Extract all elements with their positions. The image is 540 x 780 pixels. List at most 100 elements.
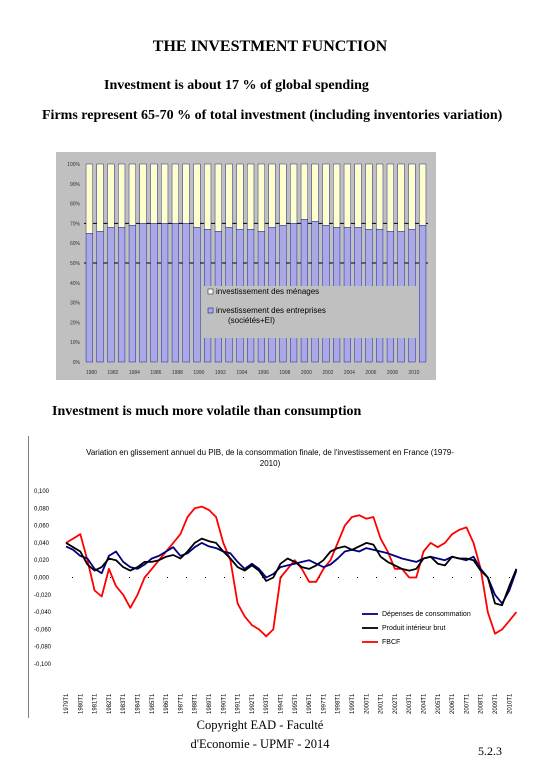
bar-households xyxy=(171,163,179,224)
footer-line-2: d'Economie - UPMF - 2014 xyxy=(190,737,330,751)
bar-households xyxy=(150,163,158,224)
bar-y-tick-label: 70% xyxy=(70,221,81,227)
firms-share-text: Firms represent 65-70 % of total investm… xyxy=(42,108,503,123)
line-x-tick-label: 1997T1 xyxy=(321,693,327,714)
bar-firms xyxy=(150,223,158,363)
bar-y-tick-label: 100% xyxy=(67,162,80,168)
line-x-tick-label: 2004T1 xyxy=(421,693,427,714)
line-y-tick-label: 0,040 xyxy=(34,541,50,547)
bar-households xyxy=(268,163,276,228)
bar-firms xyxy=(161,223,169,363)
line-x-tick-label: 2010T1 xyxy=(507,693,513,714)
line-x-tick-label: 2006T1 xyxy=(450,693,456,714)
bar-y-tick-label: 20% xyxy=(70,320,81,326)
bar-firms xyxy=(419,225,427,363)
bar-x-tick-label: 2010 xyxy=(408,370,419,376)
line-x-tick-label: 1986T1 xyxy=(164,693,170,714)
bar-firms xyxy=(182,223,190,363)
line-x-tick-label: 1995T1 xyxy=(293,693,299,714)
line-x-tick-label: 2005T1 xyxy=(436,693,442,714)
bar-households xyxy=(311,163,319,222)
bar-x-tick-label: 2006 xyxy=(365,370,376,376)
line-x-tick-label: 1999T1 xyxy=(350,693,356,714)
bar-households xyxy=(365,163,373,230)
bar-households xyxy=(322,163,330,226)
bar-households xyxy=(376,163,384,230)
legend-firms-swatch xyxy=(207,307,214,314)
bar-x-tick-label: 1998 xyxy=(279,370,290,376)
line-y-tick-label: -0,080 xyxy=(34,645,52,651)
bar-households xyxy=(279,163,287,226)
stacked-bar-chart: 0% 10% 20% 30% 40% 50% 60% 70% 80% 90% 100% 1980 19… xyxy=(56,152,436,380)
line-y-tick-label: -0,060 xyxy=(34,627,52,633)
legend-households-swatch xyxy=(207,288,214,295)
bar-x-tick-label: 2002 xyxy=(322,370,333,376)
bar-firms xyxy=(118,227,126,363)
line-x-tick-label: 1979T1 xyxy=(64,693,70,714)
bar-y-tick-label: 40% xyxy=(70,281,81,287)
bar-households xyxy=(96,163,104,232)
page-number: 5.2.3 xyxy=(478,744,502,758)
line-x-tick-label: 1991T1 xyxy=(236,693,242,714)
bar-households xyxy=(343,163,351,228)
bar-x-tick-label: 1982 xyxy=(107,370,118,376)
line-chart: Variation en glissement annuel du PIB, d… xyxy=(28,436,518,718)
line-x-tick-label: 1983T1 xyxy=(121,693,127,714)
bar-households xyxy=(118,163,126,228)
line-y-tick-label: -0,040 xyxy=(34,610,52,616)
bar-households xyxy=(107,163,115,228)
bar-y-tick-label: 10% xyxy=(70,340,81,346)
bar-firms xyxy=(139,223,147,363)
bar-firms xyxy=(107,227,115,363)
line-chart-title-2: 2010) xyxy=(260,459,281,468)
line-consumption xyxy=(65,542,518,605)
line-x-tick-label: 2003T1 xyxy=(407,693,413,714)
bar-households xyxy=(300,163,308,220)
line-x-tick-label: 2009T1 xyxy=(493,693,499,714)
line-x-tick-label: 1984T1 xyxy=(135,693,141,714)
bar-legend-box xyxy=(204,286,416,338)
bar-y-tick-label: 0% xyxy=(73,360,81,366)
line-x-tick-label: 1993T1 xyxy=(264,693,270,714)
line-y-tick-label: -0,020 xyxy=(34,593,52,599)
line-x-tick-label: 1992T1 xyxy=(250,693,256,714)
line-x-tick-label: 2008T1 xyxy=(479,693,485,714)
line-x-tick-label: 1988T1 xyxy=(193,693,199,714)
line-x-tick-label: 1980T1 xyxy=(78,693,84,714)
legend-gdp-label: Produit intérieur brut xyxy=(382,625,445,632)
legend-households-label: investissement des ménages xyxy=(216,287,319,296)
bar-households xyxy=(247,163,255,230)
line-x-tick-label: 1989T1 xyxy=(207,693,213,714)
bar-households xyxy=(182,163,190,224)
bar-households xyxy=(386,163,394,232)
bar-firms xyxy=(85,233,93,363)
line-gdp xyxy=(65,537,518,607)
bar-firms xyxy=(128,225,136,363)
bar-x-tick-label: 2004 xyxy=(344,370,355,376)
line-y-tick-label: 0,100 xyxy=(34,489,50,495)
line-x-tick-label: 1982T1 xyxy=(107,693,113,714)
line-x-tick-label: 1994T1 xyxy=(278,693,284,714)
line-y-tick-label: 0,080 xyxy=(34,506,50,512)
legend-consumption-label: Dépenses de consommation xyxy=(382,611,471,618)
bar-x-tick-label: 1984 xyxy=(129,370,140,376)
bar-firms xyxy=(96,231,104,363)
bar-households xyxy=(85,163,93,234)
line-x-tick-label: 1987T1 xyxy=(178,693,184,714)
bar-households xyxy=(214,163,222,232)
bar-y-tick-label: 50% xyxy=(70,261,81,267)
copyright-footer: Copyright EAD - Faculté d'Economie - UPM… xyxy=(165,716,355,754)
bar-households xyxy=(333,163,341,228)
line-x-tick-label: 2002T1 xyxy=(393,693,399,714)
bar-households xyxy=(397,163,405,232)
footer-line-1: Copyright EAD - Faculté xyxy=(196,718,324,732)
bar-x-tick-label: 1994 xyxy=(236,370,247,376)
investment-share-text: Investment is about 17 % of global spend… xyxy=(104,78,369,93)
bar-households xyxy=(128,163,136,226)
bar-x-tick-label: 2000 xyxy=(301,370,312,376)
bar-firms xyxy=(171,223,179,363)
bar-x-tick-label: 2008 xyxy=(387,370,398,376)
bar-households xyxy=(193,163,201,228)
line-x-tick-label: 2007T1 xyxy=(464,693,470,714)
bar-x-tick-label: 1990 xyxy=(193,370,204,376)
